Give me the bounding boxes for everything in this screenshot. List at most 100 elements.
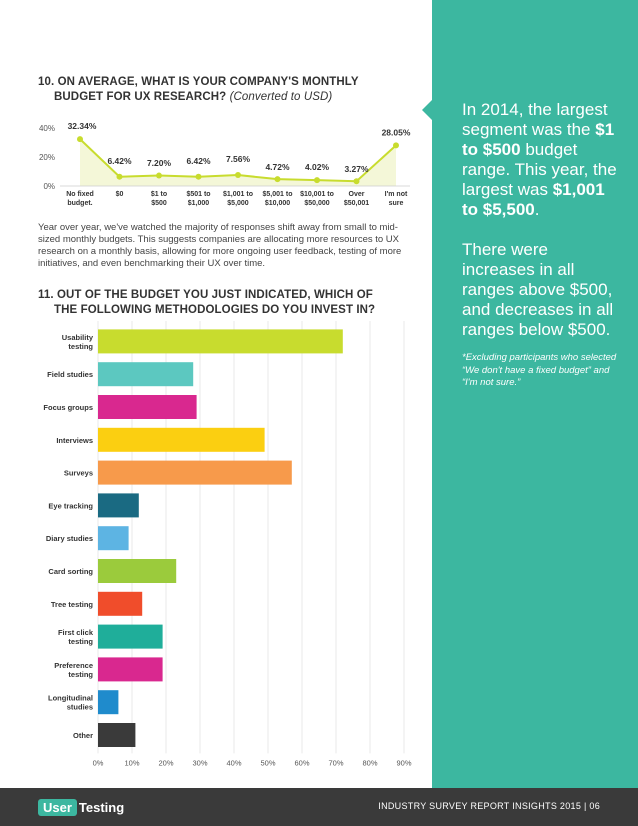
x-tick-label: 10%	[124, 758, 139, 767]
x-tick-label: No fixed	[66, 191, 94, 198]
x-tick-label: 20%	[158, 758, 173, 767]
data-label: 7.20%	[147, 158, 172, 168]
category-label: Focus groups	[43, 403, 93, 412]
x-tick-label: 30%	[192, 758, 207, 767]
data-label: 6.42%	[186, 156, 211, 166]
bar	[98, 559, 177, 583]
x-tick-label: 60%	[294, 758, 309, 767]
category-label: Preference	[54, 661, 93, 670]
category-label: testing	[68, 342, 93, 351]
sidebar-footnote: *Excluding participants who selected “We…	[462, 352, 617, 388]
category-label: Other	[73, 731, 93, 740]
bar	[98, 362, 194, 387]
sidebar-highlight: $1,001 to $5,500	[462, 180, 605, 219]
category-label: testing	[68, 637, 93, 646]
x-tick-label: $10,000	[265, 200, 290, 207]
footer-bar	[0, 788, 638, 826]
category-label: Longitudinal	[48, 694, 93, 703]
usertesting-logo: User Testing	[38, 797, 124, 817]
sidebar-highlight: $1 to $500	[462, 120, 615, 159]
x-tick-label: 0%	[93, 758, 104, 767]
bar	[98, 395, 197, 419]
methodology-bar-chart: 0% 10% 20% 30% 40% 50% 60% 70% 80% 90%Usabilityte…	[43, 321, 412, 767]
q10-number: 10.	[38, 76, 55, 88]
data-label: 3.27%	[344, 164, 369, 174]
q10-title-line1: ON AVERAGE, WHAT IS YOUR COMPANY'S MONTH…	[57, 76, 359, 88]
x-tick-label: $50,001	[344, 200, 369, 207]
category-label: Card sorting	[48, 567, 93, 576]
category-label: Surveys	[64, 469, 93, 478]
x-tick-label: 90%	[396, 758, 411, 767]
x-tick-label: Over	[349, 191, 365, 198]
data-label: 7.56%	[226, 154, 251, 164]
data-point	[314, 177, 320, 184]
x-tick-label: $10,001 to	[300, 191, 334, 198]
q11-title: 11. OUT OF THE BUDGET YOU JUST INDICATED…	[38, 288, 375, 318]
x-tick-label: 40%	[226, 758, 241, 767]
sidebar-text: budget range. This year, the largest was	[462, 140, 617, 199]
data-label: 6.42%	[107, 156, 132, 166]
bar	[98, 690, 119, 715]
bar	[98, 624, 163, 649]
x-tick-label: $500	[151, 200, 167, 207]
budget-line-chart: 0% 20% 40% 32.34% 6.42% 7.20% 6.42% 7.56% 4.72% 4…	[39, 121, 411, 207]
x-tick-label: 50%	[260, 758, 275, 767]
data-point	[393, 142, 399, 149]
x-tick-label: budget.	[67, 200, 92, 207]
q11-title-line1: OUT OF THE BUDGET YOU JUST INDICATED, WH…	[56, 289, 373, 301]
category-label: Eye tracking	[48, 501, 93, 510]
x-tick-label: 70%	[328, 758, 343, 767]
bar	[98, 427, 265, 452]
x-tick-label: $501 to	[186, 191, 210, 198]
bar	[98, 329, 343, 354]
bar	[98, 723, 136, 747]
q11-title-line2: THE FOLLOWING METHODOLOGIES DO YOU INVES…	[54, 304, 376, 316]
y-tick-label: 20%	[39, 153, 55, 162]
x-tick-label: sure	[389, 200, 404, 207]
bar	[98, 526, 129, 551]
data-point	[353, 178, 360, 185]
q11-number: 11.	[38, 289, 54, 301]
logo-user: User	[38, 798, 77, 816]
bar	[98, 493, 139, 518]
data-point	[77, 136, 83, 143]
sidebar-text: .	[534, 200, 540, 219]
q10-title-note: (Converted to USD)	[229, 91, 333, 103]
x-tick-label: 80%	[362, 758, 377, 767]
data-point	[274, 176, 281, 183]
data-point	[156, 172, 162, 179]
category-label: Diary studies	[46, 534, 93, 543]
data-label: 28.05%	[382, 127, 411, 137]
data-label: 4.72%	[265, 162, 290, 172]
category-label: Interviews	[56, 436, 93, 445]
data-point	[235, 172, 241, 179]
q10-title-line2: BUDGET FOR UX RESEARCH?	[54, 91, 227, 103]
category-label: Tree testing	[51, 600, 94, 609]
logo-testing: Testing	[78, 799, 125, 815]
category-label: Usability	[62, 333, 94, 342]
x-tick-label: $1,001 to	[223, 191, 253, 198]
callout-arrow	[422, 100, 432, 120]
bar	[98, 657, 163, 682]
category-label: First click	[58, 628, 94, 637]
x-tick-label: $1 to	[151, 191, 167, 198]
category-label: testing	[68, 670, 93, 679]
sidebar-insight-2: There were increases in all ranges above…	[462, 240, 614, 339]
data-label: 4.02%	[305, 162, 330, 172]
category-label: studies	[67, 703, 93, 712]
body-paragraph: Year over year, we've watched the majori…	[38, 222, 402, 269]
sidebar-text: In 2014, the largest segment was the	[462, 100, 608, 139]
data-point	[116, 173, 123, 180]
sidebar-panel	[432, 0, 638, 788]
bar	[98, 591, 143, 616]
x-tick-label: I'm not	[385, 191, 408, 198]
sidebar-insight-1: In 2014, the largest segment was the $1 …	[462, 100, 622, 220]
x-tick-label: $0	[116, 191, 124, 198]
y-tick-label: 40%	[39, 124, 55, 133]
y-tick-label: 0%	[43, 182, 55, 191]
x-tick-label: $1,000	[188, 200, 210, 207]
x-tick-label: $5,000	[227, 200, 249, 207]
x-tick-label: $50,000	[304, 200, 329, 207]
category-label: Field studies	[47, 370, 93, 379]
q10-title: 10. ON AVERAGE, WHAT IS YOUR COMPANY'S M…	[38, 75, 359, 105]
